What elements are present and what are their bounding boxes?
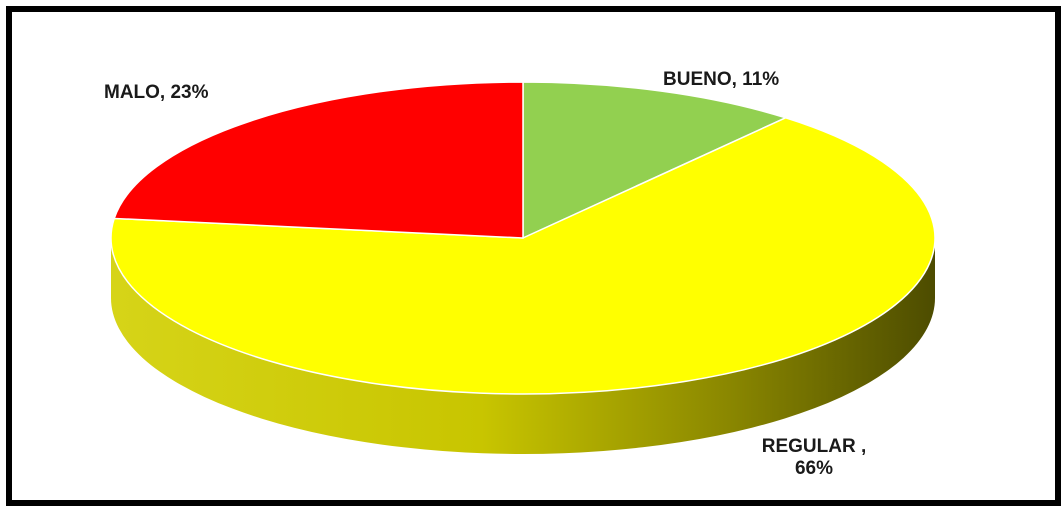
- data-label-regular: REGULAR , 66%: [739, 436, 889, 480]
- pie-chart: [110, 81, 936, 454]
- pie-side-regular: [111, 238, 935, 454]
- chart-frame: BUENO, 11% MALO, 23% REGULAR , 66%: [6, 6, 1061, 506]
- data-label-bueno: BUENO, 11%: [663, 69, 780, 90]
- pie-slice-malo: [113, 81, 524, 239]
- data-label-malo: MALO, 23%: [104, 82, 209, 103]
- pie-slice-regular: [110, 116, 936, 395]
- pie-slice-bueno: [522, 81, 788, 240]
- data-label-regular-name: REGULAR ,: [761, 436, 867, 457]
- data-label-regular-value: 66%: [794, 458, 834, 479]
